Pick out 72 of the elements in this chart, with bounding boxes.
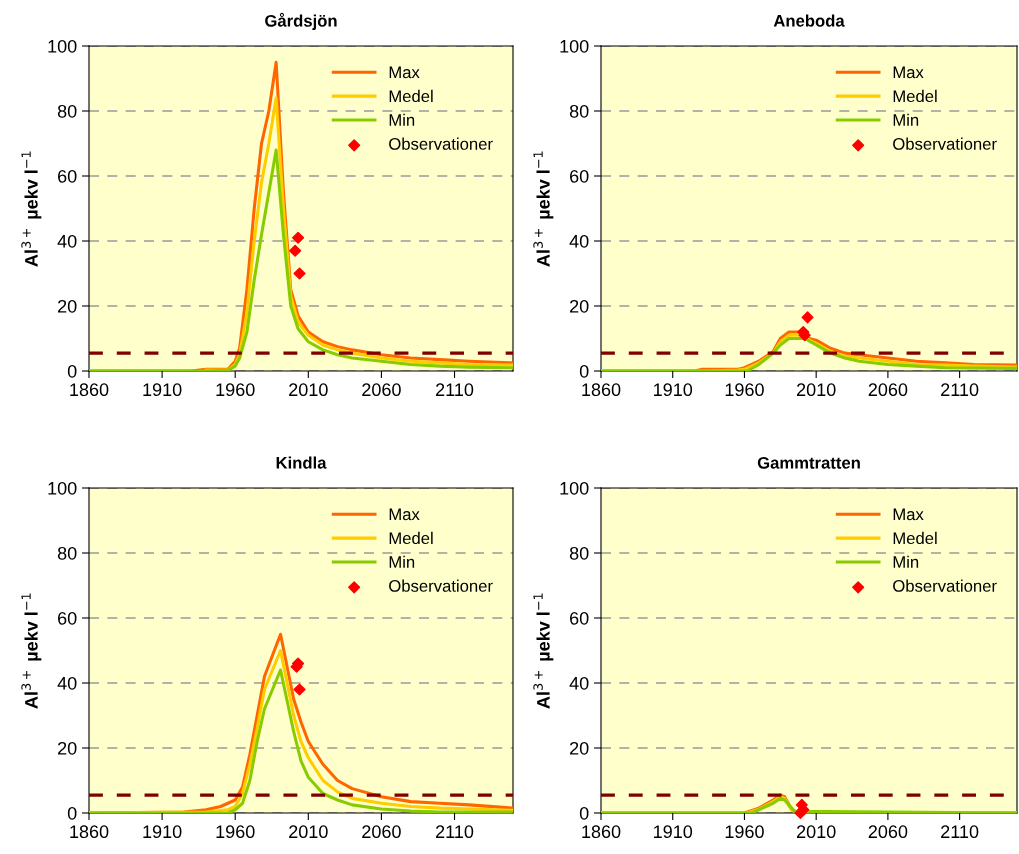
x-tick-label: 2010	[289, 825, 328, 839]
y-tick-label: 40	[57, 676, 77, 690]
legend-label: Observationer	[893, 137, 997, 150]
x-tick-label: 1860	[70, 383, 109, 397]
legend-label: Max	[389, 66, 420, 79]
y-tick-label: 40	[569, 676, 589, 690]
y-tick-label: 40	[569, 234, 589, 248]
legend-label: Min	[893, 113, 919, 126]
x-tick-label: 1960	[216, 825, 255, 839]
y-axis-title: Al$^{3+}$ µekv l$^{−1}$	[21, 151, 42, 267]
x-tick-label: 2060	[362, 383, 401, 397]
legend-label: Medel	[893, 89, 937, 103]
y-tick-label: 20	[570, 741, 589, 755]
x-tick-label: 2110	[941, 383, 979, 397]
y-tick-label: 60	[58, 611, 77, 625]
x-tick-label: 2010	[797, 825, 836, 839]
y-axis-title: Al$^{3+}$ µekv l$^{−1}$	[533, 593, 554, 709]
y-tick-label: 80	[57, 546, 77, 560]
x-tick-label: 1860	[70, 825, 109, 839]
x-tick-label: 2110	[436, 383, 474, 397]
x-tick-label: 2110	[436, 825, 474, 839]
x-tick-label: 2060	[868, 383, 908, 397]
x-tick-label: 1960	[216, 383, 255, 397]
y-tick-label: 80	[569, 546, 589, 560]
legend-label: Min	[389, 113, 415, 126]
x-tick-label: 1910	[654, 825, 693, 839]
y-tick-label: 100	[560, 39, 589, 53]
x-tick-label: 2010	[289, 383, 328, 397]
y-tick-label: 60	[58, 169, 77, 183]
legend-label: Observationer	[893, 579, 997, 592]
x-tick-label: 2060	[868, 825, 908, 839]
chart-title: Kindla	[276, 456, 327, 469]
x-tick-label: 1910	[654, 383, 693, 397]
legend-label: Medel	[893, 531, 937, 545]
legend-label: Min	[893, 555, 919, 568]
x-tick-label: 1860	[582, 825, 621, 839]
y-tick-label: 100	[48, 481, 77, 495]
x-tick-label: 1860	[582, 383, 621, 397]
legend-label: Max	[389, 508, 420, 521]
x-tick-label: 1960	[725, 825, 764, 839]
x-tick-label: 2060	[362, 825, 401, 839]
y-tick-label: 0	[67, 364, 77, 378]
y-tick-label: 60	[570, 611, 589, 625]
y-tick-label: 0	[579, 806, 589, 820]
chart-title: Gårdsjön	[265, 12, 337, 31]
y-axis-title: Al$^{3+}$ µekv l$^{−1}$	[21, 593, 42, 709]
legend-label: Min	[389, 555, 415, 568]
x-tick-label: 1960	[725, 383, 764, 397]
legend-label: Observationer	[389, 579, 493, 592]
y-tick-label: 60	[570, 169, 589, 183]
x-tick-label: 2110	[941, 825, 979, 839]
y-tick-label: 40	[57, 234, 77, 248]
x-tick-label: 2010	[797, 383, 836, 397]
legend-label: Medel	[389, 89, 433, 103]
legend-label: Observationer	[389, 137, 493, 150]
x-tick-label: 1910	[143, 825, 182, 839]
y-tick-label: 80	[569, 104, 589, 118]
chart-title: Gammtratten	[757, 456, 860, 469]
y-tick-label: 0	[67, 806, 77, 820]
y-axis-title: Al$^{3+}$ µekv l$^{−1}$	[533, 151, 554, 267]
y-tick-label: 80	[57, 104, 77, 118]
legend-label: Max	[893, 508, 924, 521]
y-tick-label: 20	[58, 299, 77, 313]
y-tick-label: 100	[560, 481, 589, 495]
x-tick-label: 1910	[143, 383, 182, 397]
y-tick-label: 0	[579, 364, 589, 378]
y-tick-label: 100	[48, 39, 77, 53]
chart-title: Aneboda	[773, 14, 845, 27]
legend-label: Medel	[389, 531, 433, 545]
legend-label: Max	[893, 66, 924, 79]
y-tick-label: 20	[58, 741, 77, 755]
y-tick-label: 20	[570, 299, 589, 313]
